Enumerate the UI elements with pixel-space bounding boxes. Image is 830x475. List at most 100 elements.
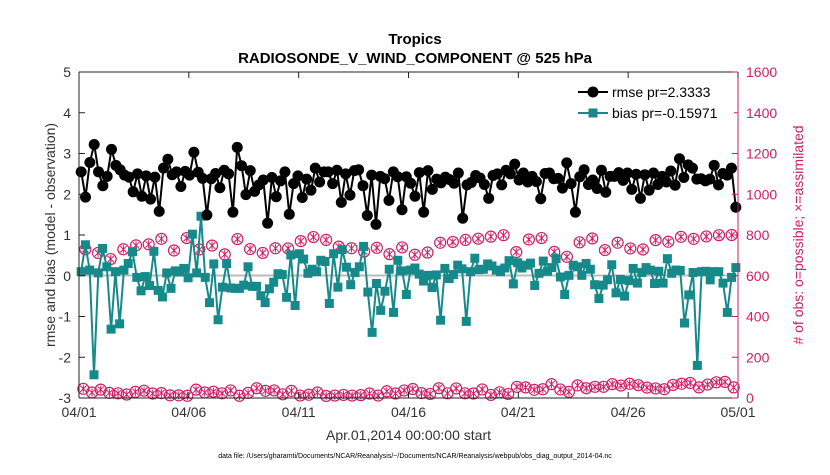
obs-assimilated-point [617, 381, 625, 390]
obs-possible-point [94, 383, 107, 396]
rmse-point [535, 193, 547, 205]
obs-assimilated-point [309, 232, 318, 242]
obs-assimilated-point [556, 385, 564, 394]
rmse-point [257, 174, 269, 186]
y-tick-label-left: -2 [59, 349, 72, 365]
obs-possible-point [111, 387, 125, 400]
obs-possible-point [632, 379, 645, 392]
bias-point [106, 324, 116, 334]
bias-point [684, 290, 694, 300]
bias-point [205, 298, 215, 308]
obs-possible-point [712, 229, 726, 242]
rmse-point [725, 162, 737, 174]
bias-point [85, 265, 95, 275]
obs-assimilated-point [201, 388, 209, 397]
obs-possible-point [163, 389, 177, 402]
obs-assimilated-point [107, 254, 115, 264]
bias-point [269, 277, 279, 287]
obs-assimilated-point [88, 388, 96, 397]
bias-point [478, 264, 488, 274]
obs-possible-point [398, 384, 411, 397]
obs-assimilated-point [145, 240, 153, 249]
bias-point [551, 254, 561, 264]
obs-possible-point [522, 233, 535, 246]
bias-point [675, 265, 685, 275]
obs-possible-point [580, 382, 593, 395]
obs-assimilated-point [512, 247, 520, 257]
obs-possible-point [129, 385, 142, 398]
bias-point [153, 285, 163, 295]
rmse-point [344, 189, 356, 201]
obs-assimilated-point [538, 233, 546, 243]
bias-point [98, 243, 108, 253]
obs-count-series [79, 228, 738, 266]
obs-possible-point [701, 378, 714, 391]
rmse-point [327, 178, 339, 190]
obs-assimilated-point [279, 390, 287, 399]
bias-point [650, 278, 660, 288]
obs-possible-point [675, 377, 688, 390]
bias-point [632, 278, 642, 288]
bias-point [239, 280, 249, 290]
obs-assimilated-point [297, 236, 305, 246]
x-tick-label: 05/01 [720, 404, 755, 420]
obs-assimilated-point [400, 386, 408, 395]
rmse-point [314, 176, 326, 188]
rmse-point [231, 141, 243, 153]
bias-point [89, 370, 99, 380]
rmse-point [296, 192, 308, 204]
obs-possible-point [320, 389, 333, 403]
obs-assimilated-point [677, 232, 685, 242]
rmse-point [478, 178, 490, 190]
bias-point [76, 267, 86, 277]
bias-point [436, 315, 446, 325]
bias-point [401, 289, 411, 299]
bias-point [123, 259, 133, 269]
rmse-point [210, 167, 222, 179]
rmse-point [227, 206, 239, 218]
bias-point [260, 298, 270, 308]
bias-point [461, 316, 471, 326]
rmse-point [660, 176, 672, 188]
bias-point [628, 263, 638, 273]
obs-possible-point [545, 378, 558, 391]
obs-count-series [77, 375, 740, 403]
rmse-point [600, 186, 612, 198]
rmse-point [101, 170, 113, 182]
obs-possible-point [256, 246, 269, 260]
rmse-point [673, 153, 685, 165]
bias-point [127, 247, 137, 257]
bias-point [350, 267, 360, 277]
bias-point [371, 278, 381, 288]
rmse-point [236, 160, 248, 172]
bias-point [367, 327, 377, 337]
obs-assimilated-point [461, 235, 470, 245]
rmse-point [88, 139, 100, 151]
bias-point [530, 281, 540, 291]
bias-point [414, 269, 424, 279]
obs-assimilated-point [565, 387, 573, 397]
bias-point [162, 268, 172, 278]
legend-rmse-marker [587, 86, 599, 98]
rmse-point [452, 167, 464, 179]
bias-point [252, 281, 262, 291]
chart-title: Tropics [388, 31, 441, 48]
rmse-point [569, 206, 581, 218]
obs-assimilated-point [449, 237, 457, 247]
rmse-point [686, 162, 698, 174]
rmse-point [214, 182, 226, 194]
bias-point [466, 267, 476, 277]
obs-possible-point [167, 244, 181, 257]
bias-point [560, 289, 570, 299]
rmse-point [457, 212, 469, 224]
rmse-point [335, 196, 347, 208]
obs-assimilated-point [209, 387, 217, 396]
obs-possible-point [623, 377, 636, 390]
rmse-point [136, 190, 148, 202]
rmse-point [75, 166, 87, 178]
obs-assimilated-point [626, 379, 634, 388]
bias-point [722, 307, 732, 317]
rmse-point [84, 156, 96, 168]
obs-possible-point [205, 239, 219, 252]
